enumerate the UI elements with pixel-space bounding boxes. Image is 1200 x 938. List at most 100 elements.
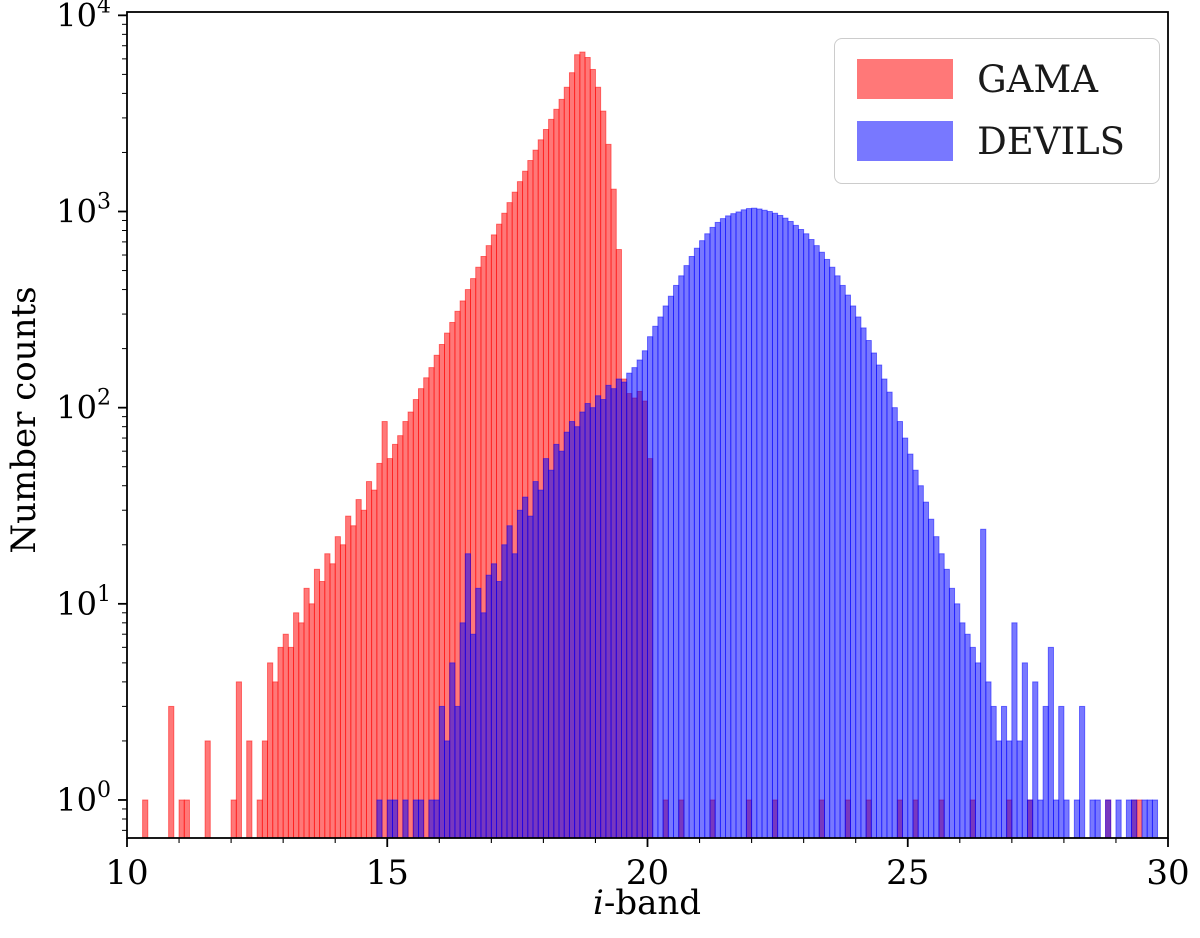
bar-gama: [402, 421, 409, 839]
bar-devils: [761, 209, 768, 839]
bar-devils: [621, 381, 628, 839]
x-tick-label: 10: [105, 853, 148, 893]
bar-devils: [699, 240, 706, 839]
bar-devils: [532, 481, 539, 839]
bar-devils: [943, 568, 950, 839]
bar-devils: [938, 553, 945, 839]
bar-devils: [948, 587, 956, 839]
bar-devils: [537, 489, 544, 839]
bar-devils: [808, 239, 815, 839]
bar-devils: [985, 681, 992, 839]
bar-devils: [693, 247, 701, 839]
bar-devils: [444, 740, 451, 839]
bar-gama: [418, 388, 425, 839]
legend-item-gama: GAMA: [857, 59, 1125, 99]
bar-devils: [980, 528, 987, 839]
bar-devils: [1151, 799, 1159, 839]
bar-devils: [464, 553, 471, 839]
bar-gama: [407, 411, 414, 839]
bar-devils: [470, 633, 477, 839]
y-tick-label: 102: [56, 386, 111, 427]
bar-gama: [235, 681, 242, 839]
bar-devils: [969, 646, 976, 839]
bar-gama: [371, 489, 378, 839]
bar-gama: [230, 799, 237, 839]
bar-gama: [433, 354, 440, 839]
bar-gama: [303, 587, 310, 839]
bar-gama: [261, 740, 268, 839]
bar-gama: [345, 515, 352, 839]
bar-devils: [386, 799, 393, 839]
bar-devils: [797, 228, 805, 839]
bar-devils: [584, 403, 591, 839]
bar-devils: [974, 662, 982, 839]
bar-devils: [745, 208, 753, 839]
bar-devils: [542, 458, 550, 839]
bar-devils: [777, 214, 784, 839]
bar-devils: [1094, 799, 1101, 839]
bar-devils: [704, 233, 711, 839]
bar-devils: [891, 407, 898, 839]
bar-devils: [418, 799, 425, 839]
bar-devils: [673, 284, 680, 839]
bar-gama: [183, 799, 190, 839]
gama-swatch: [857, 59, 954, 99]
x-axis-label-rest: -band: [603, 883, 702, 923]
bar-devils: [480, 612, 487, 839]
bar-devils: [1037, 799, 1044, 839]
bar-gama: [277, 646, 284, 839]
bar-gama: [428, 367, 435, 839]
bar-devils: [490, 563, 498, 839]
bar-devils: [1073, 799, 1080, 839]
bar-devils: [641, 350, 648, 839]
bar-gama: [324, 553, 331, 839]
bar-devils: [1047, 646, 1054, 839]
bar-devils: [412, 799, 419, 839]
bar-devils: [1141, 799, 1148, 839]
x-tick-label: 15: [366, 853, 409, 893]
bar-gama: [168, 705, 175, 839]
bar-devils: [829, 266, 836, 839]
bar-devils: [1063, 799, 1070, 839]
bar-devils: [1146, 799, 1153, 839]
bar-gama: [204, 740, 211, 839]
bar-devils: [511, 553, 518, 839]
bar-devils: [454, 705, 461, 839]
bar-gama: [412, 399, 419, 839]
bar-devils: [714, 221, 721, 839]
bar-devils: [896, 421, 903, 839]
bar-devils: [766, 211, 773, 839]
bar-devils: [678, 275, 685, 839]
bar-devils: [1016, 740, 1023, 839]
bar-devils: [792, 224, 799, 839]
bar-devils: [1032, 681, 1039, 839]
bar-devils: [730, 213, 737, 839]
bar-devils: [912, 469, 919, 839]
x-tick-label: 25: [886, 853, 929, 893]
bar-devils: [589, 407, 596, 839]
bar-devils: [667, 295, 674, 839]
bar-devils: [595, 395, 602, 839]
bar-devils: [719, 218, 727, 839]
bar-devils: [1115, 799, 1122, 839]
bar-devils: [501, 544, 508, 839]
bar-devils: [568, 421, 576, 839]
bar-devils: [870, 352, 877, 839]
bar-gama: [1136, 799, 1143, 839]
bar-devils: [740, 209, 747, 839]
bar-devils: [516, 509, 524, 839]
bar-devils: [1021, 662, 1028, 839]
bar-devils: [636, 359, 643, 839]
x-tick-label: 20: [626, 853, 669, 893]
bar-devils: [626, 372, 633, 839]
bar-gama: [386, 458, 393, 839]
bar-gama: [329, 563, 336, 839]
bar-devils: [563, 431, 570, 839]
bar-devils: [558, 450, 565, 839]
bar-devils: [771, 212, 779, 839]
bar-devils: [1042, 705, 1049, 839]
bar-gama: [282, 633, 289, 839]
bar-gama: [293, 612, 300, 839]
bar-devils: [995, 740, 1002, 839]
